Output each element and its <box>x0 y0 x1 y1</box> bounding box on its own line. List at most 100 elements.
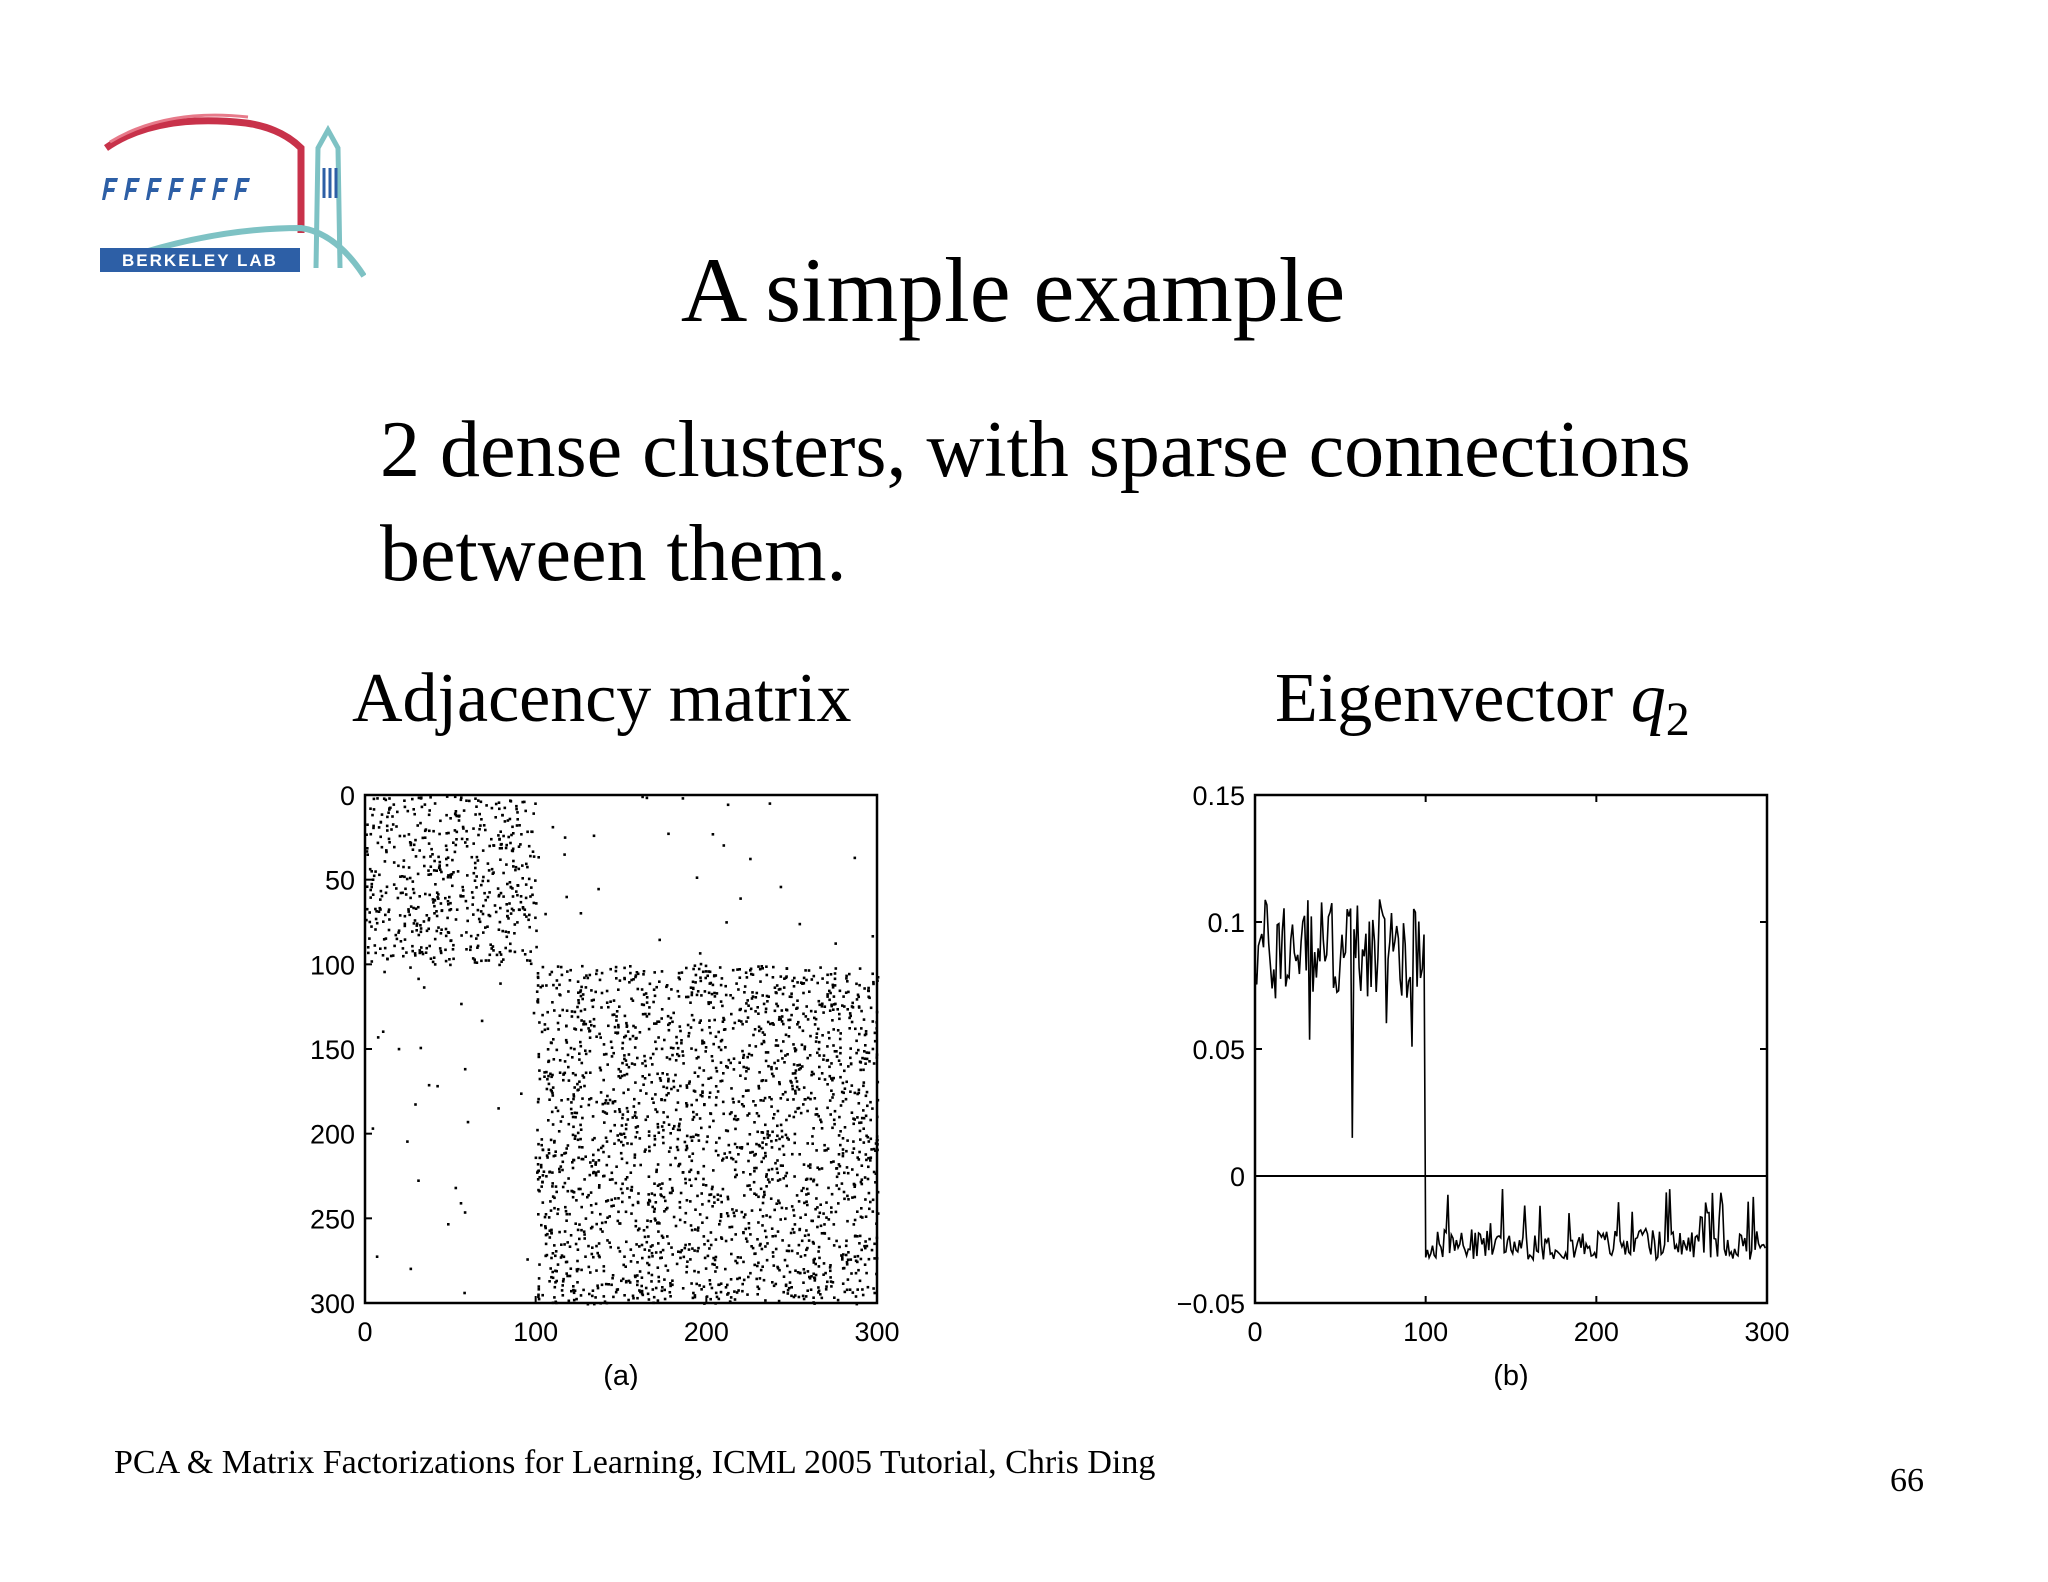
matrix-entry <box>366 946 370 949</box>
matrix-entry <box>446 900 450 903</box>
slide-footer: PCA & Matrix Factorizations for Learning… <box>114 1444 1156 1481</box>
matrix-entry <box>612 1295 615 1299</box>
matrix-entry <box>832 1160 835 1163</box>
matrix-entry <box>554 1281 557 1284</box>
matrix-entry <box>588 1049 592 1053</box>
matrix-entry <box>792 985 796 988</box>
matrix-entry <box>445 795 449 798</box>
matrix-entry <box>582 1020 586 1023</box>
matrix-entry <box>761 1224 764 1227</box>
matrix-entry <box>645 796 649 800</box>
matrix-entry <box>505 935 509 939</box>
matrix-entry <box>873 1242 876 1246</box>
matrix-entry <box>572 1097 575 1101</box>
matrix-entry <box>411 944 414 948</box>
matrix-entry <box>698 1021 701 1024</box>
matrix-entry <box>738 976 742 979</box>
matrix-entry <box>572 1095 576 1098</box>
matrix-entry <box>729 1296 733 1299</box>
matrix-entry <box>414 907 418 910</box>
matrix-entry <box>755 991 759 995</box>
matrix-entry <box>816 1166 819 1169</box>
matrix-entry <box>602 1150 605 1154</box>
matrix-entry <box>737 1100 741 1103</box>
matrix-entry <box>677 995 681 998</box>
matrix-entry <box>714 1291 718 1295</box>
matrix-entry <box>764 1010 768 1014</box>
matrix-entry <box>809 1163 812 1166</box>
y-tick-label: 250 <box>310 1204 355 1234</box>
matrix-entry <box>804 1015 808 1018</box>
matrix-entry <box>581 1157 585 1161</box>
matrix-entry <box>536 998 540 1001</box>
matrix-entry <box>636 1280 639 1283</box>
matrix-entry <box>484 828 487 832</box>
matrix-entry <box>576 980 580 983</box>
matrix-entry <box>506 915 509 918</box>
matrix-entry <box>802 1281 805 1284</box>
matrix-entry <box>515 807 518 811</box>
matrix-entry <box>545 1175 548 1178</box>
matrix-entry <box>667 1077 670 1081</box>
matrix-entry <box>816 1206 819 1209</box>
y-tick-label: 100 <box>310 950 355 980</box>
matrix-entry <box>634 1111 637 1114</box>
matrix-entry <box>599 1068 603 1072</box>
matrix-entry <box>438 832 441 836</box>
matrix-entry <box>475 937 478 940</box>
matrix-entry <box>515 824 519 827</box>
matrix-entry <box>735 1146 739 1149</box>
matrix-entry <box>792 1043 795 1046</box>
matrix-entry <box>856 1235 859 1238</box>
matrix-entry <box>708 1019 711 1022</box>
matrix-entry <box>603 1300 607 1303</box>
matrix-entry <box>831 1281 835 1284</box>
matrix-entry <box>787 1249 791 1253</box>
matrix-entry <box>550 1110 554 1114</box>
matrix-entry <box>749 1007 753 1011</box>
matrix-entry <box>798 1025 801 1029</box>
matrix-entry <box>505 903 508 906</box>
matrix-entry <box>576 1005 579 1009</box>
matrix-entry <box>558 1170 561 1174</box>
matrix-entry <box>576 1131 580 1135</box>
matrix-entry <box>591 1138 594 1142</box>
matrix-entry <box>554 1150 557 1153</box>
matrix-entry <box>741 1282 744 1286</box>
matrix-entry <box>853 856 857 860</box>
matrix-entry <box>365 885 369 888</box>
matrix-entry <box>613 1123 616 1127</box>
matrix-entry <box>780 1206 784 1210</box>
matrix-entry <box>380 894 384 898</box>
matrix-entry <box>523 800 526 804</box>
matrix-entry <box>553 1009 556 1012</box>
matrix-entry <box>571 1072 575 1075</box>
matrix-entry <box>706 1239 710 1243</box>
matrix-entry <box>476 908 480 912</box>
matrix-entry <box>428 893 431 897</box>
matrix-entry <box>541 1180 544 1184</box>
matrix-entry <box>500 960 503 963</box>
matrix-entry <box>425 946 428 950</box>
matrix-entry <box>768 1134 771 1137</box>
matrix-entry <box>685 1134 689 1138</box>
matrix-entry <box>433 904 436 908</box>
matrix-entry <box>797 1088 801 1091</box>
matrix-entry <box>733 1142 737 1146</box>
matrix-entry <box>803 1045 807 1048</box>
matrix-entry <box>694 1048 698 1052</box>
matrix-entry <box>653 994 657 998</box>
matrix-entry <box>699 976 702 979</box>
matrix-entry <box>724 1046 727 1049</box>
matrix-entry <box>806 1109 809 1113</box>
matrix-entry <box>511 825 514 829</box>
matrix-entry <box>548 1098 551 1101</box>
matrix-entry <box>482 875 485 879</box>
matrix-entry <box>784 1174 787 1178</box>
matrix-entry <box>735 1209 738 1212</box>
matrix-entry <box>760 965 764 968</box>
matrix-entry <box>635 1116 638 1119</box>
matrix-entry <box>768 1180 771 1184</box>
matrix-entry <box>858 967 862 970</box>
matrix-entry <box>872 982 875 986</box>
